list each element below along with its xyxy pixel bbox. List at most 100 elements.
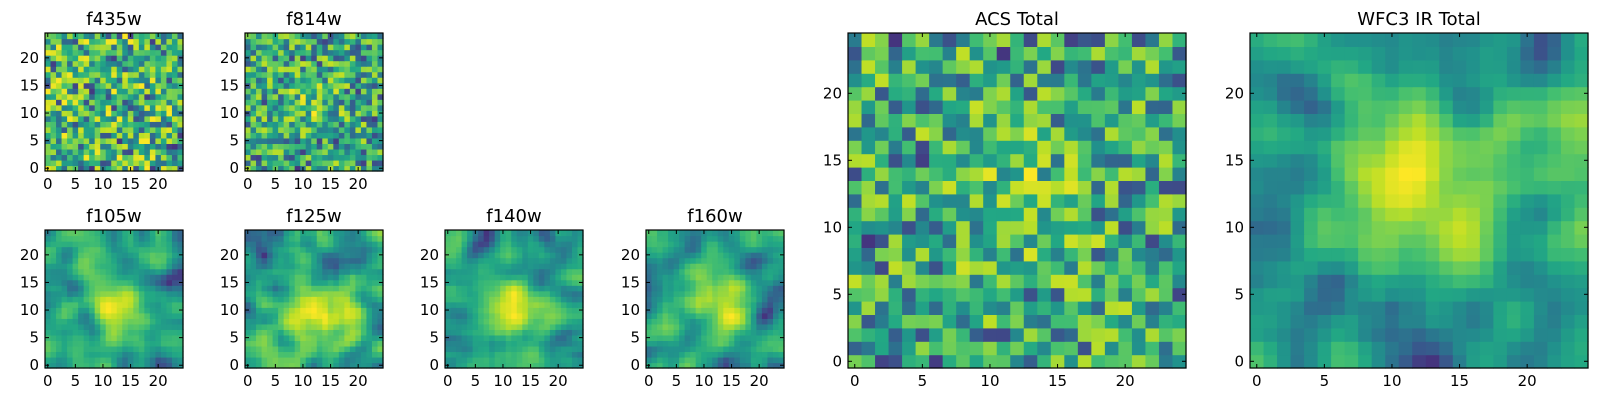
heatmap-cell [456, 263, 463, 270]
heatmap-cell [657, 329, 664, 336]
heatmap-cell [50, 230, 57, 237]
heatmap-cell [338, 137, 345, 144]
heatmap-cell [289, 362, 296, 369]
heatmap-cell [996, 86, 1011, 101]
heatmap-cell [1277, 247, 1292, 262]
heatmap-cell [83, 88, 90, 95]
x-tick-label: 10 [980, 372, 999, 390]
heatmap-cell [333, 154, 340, 161]
heatmap-cell [377, 285, 384, 292]
heatmap-cell [50, 165, 57, 172]
heatmap-cell [138, 334, 145, 341]
heatmap-cell [1290, 180, 1305, 195]
heatmap-cell [1158, 193, 1174, 208]
heatmap-cell [505, 356, 512, 364]
heatmap-cell [89, 285, 96, 292]
heatmap-cell [1385, 327, 1400, 342]
heatmap-cell [144, 274, 151, 281]
heatmap-cell [1037, 314, 1052, 329]
heatmap-cell [261, 279, 268, 286]
heatmap-cell [571, 323, 579, 330]
heatmap-cell [56, 143, 63, 150]
heatmap-cell [149, 88, 156, 95]
heatmap-cell [679, 362, 686, 369]
heatmap-cell [338, 126, 345, 133]
heatmap-cell [522, 235, 529, 242]
heatmap-cell [544, 257, 551, 264]
heatmap-cell [1479, 220, 1494, 235]
heatmap-cell [1037, 327, 1052, 342]
heatmap-cell [94, 301, 101, 308]
x-tick-label: 5 [672, 372, 682, 390]
heatmap-cell [1064, 73, 1079, 88]
heatmap-cell [94, 307, 101, 314]
heatmap-cell [300, 301, 307, 308]
heatmap-cell [289, 77, 296, 84]
heatmap-cell [646, 290, 653, 297]
heatmap-cell [177, 230, 184, 237]
heatmap-cell [333, 126, 340, 133]
heatmap-cell [1077, 341, 1092, 356]
heatmap-cell [105, 77, 112, 84]
heatmap-cell [311, 126, 318, 133]
heatmap-cell [127, 235, 134, 242]
heatmap-cell [294, 33, 301, 40]
heatmap-cell [690, 279, 697, 286]
heatmap-cell [566, 268, 573, 275]
heatmap-cell [915, 301, 930, 315]
heatmap-cell [706, 329, 713, 336]
heatmap-cell [56, 323, 63, 330]
heatmap-cell [61, 121, 68, 128]
heatmap-cell [1425, 287, 1440, 302]
heatmap-cell [566, 296, 573, 303]
heatmap-cell [657, 351, 664, 358]
heatmap-cell [360, 110, 368, 117]
heatmap-cell [538, 290, 545, 297]
heatmap-cell [371, 137, 379, 144]
heatmap-cell [305, 132, 312, 139]
heatmap-cell [333, 351, 340, 358]
heatmap-cell [745, 334, 752, 341]
heatmap-cell [712, 290, 719, 297]
heatmap-cell [100, 104, 107, 111]
y-tick-label: 0 [429, 356, 439, 374]
heatmap-cell [171, 274, 179, 281]
heatmap-cell [522, 301, 529, 308]
heatmap-cell [756, 257, 763, 264]
heatmap-cell [1263, 207, 1278, 222]
heatmap-cell [133, 38, 140, 45]
heatmap-cell [61, 33, 68, 40]
heatmap-cell [450, 301, 457, 308]
heatmap-cell [322, 351, 329, 358]
heatmap-cell [160, 104, 168, 111]
heatmap-cell [445, 246, 452, 253]
heatmap-cell [72, 290, 79, 297]
heatmap-cell [516, 263, 523, 270]
heatmap-cell [245, 38, 252, 45]
heatmap-cell [668, 246, 675, 253]
heatmap-cell [272, 285, 279, 292]
heatmap-cell [111, 66, 118, 73]
x-tick-label: 20 [549, 372, 568, 390]
heatmap-cell [111, 148, 118, 156]
heatmap-cell [360, 159, 368, 167]
heatmap-cell [1064, 341, 1079, 356]
heatmap-cell [1023, 59, 1038, 74]
heatmap-cell [1385, 274, 1400, 289]
heatmap-cell [560, 329, 568, 336]
heatmap-cell [300, 257, 307, 264]
heatmap-cell [89, 362, 96, 369]
heatmap-cell [571, 351, 579, 358]
heatmap-cell [544, 340, 551, 347]
heatmap-cell [171, 307, 179, 314]
heatmap-cell [478, 334, 485, 341]
heatmap-cell [690, 362, 697, 369]
heatmap-cell [1277, 180, 1292, 195]
heatmap-cell [679, 274, 686, 281]
heatmap-cell [983, 341, 998, 356]
heatmap-cell [861, 327, 876, 342]
heatmap-cell [72, 121, 79, 128]
heatmap-cell [1533, 180, 1549, 195]
heatmap-cell [544, 318, 551, 325]
